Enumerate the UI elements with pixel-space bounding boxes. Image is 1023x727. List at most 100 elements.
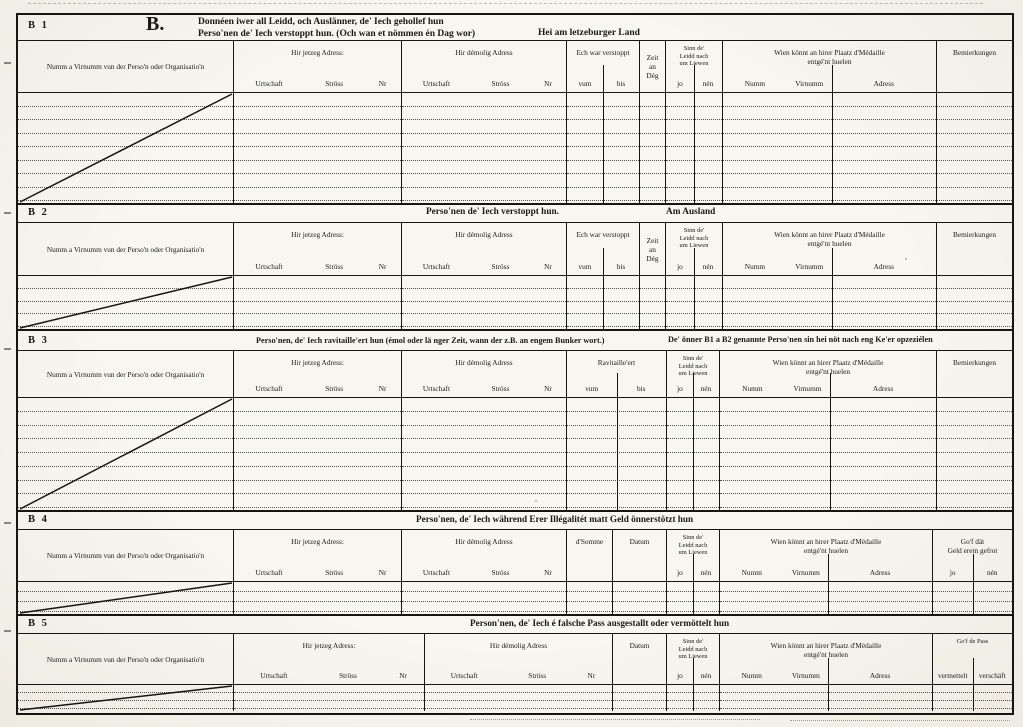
column-subheader: jo — [677, 262, 683, 271]
column-header-medal-recipient: Wien könnt an hirer Plaatz d'Médaille ent… — [723, 223, 937, 275]
table-row — [402, 93, 566, 107]
column-header-label: Hir démolig Adress — [455, 358, 512, 367]
table-row — [937, 147, 1012, 161]
table-row — [640, 289, 665, 302]
scan-speck — [905, 258, 907, 260]
column-header-row: Numm a Virnumm vun der Perso'n oder Orga… — [18, 634, 1012, 685]
body-column-current-address — [234, 398, 402, 510]
table-row — [720, 467, 936, 481]
table-row — [234, 592, 401, 602]
column-header-label: Hir démolig Adress — [490, 641, 547, 650]
body-column-current-address — [234, 582, 402, 614]
table-row — [18, 120, 233, 134]
table-row — [723, 107, 936, 120]
column-header-name: Numm a Virnumm vun der Perso'n oder Orga… — [18, 634, 234, 684]
column-header-label-line: d'Somme — [575, 537, 604, 546]
subcolumn-divider — [694, 276, 695, 329]
table-row — [720, 685, 932, 693]
body-column-pass-given — [933, 685, 1012, 711]
table-row — [234, 693, 424, 701]
table-row — [937, 161, 1012, 174]
column-subheader: Nr — [544, 262, 552, 271]
table-row — [720, 693, 932, 701]
subcolumn-divider — [616, 373, 618, 397]
body-column-name — [18, 398, 234, 510]
table-row — [18, 592, 233, 602]
column-header-label: Wien könnt an hirer Plaatz d'Médaille ent… — [771, 641, 882, 659]
table-row — [720, 701, 932, 709]
column-subheader: Ströss — [491, 384, 510, 393]
column-header-label: Hir démolig Adress — [455, 230, 512, 239]
column-header-label-line: Numm a Virnumm vun der Perso'n oder Orga… — [46, 62, 205, 71]
column-header-label-line: entgé'nt huelen — [805, 367, 851, 376]
section-title-line: Donnéen iwer all Leidd, och Auslänner, d… — [198, 17, 444, 27]
table-row — [402, 412, 566, 426]
scan-speck — [535, 500, 537, 502]
section-body — [18, 398, 1012, 510]
section-subtitle: Am Ausland — [666, 207, 716, 217]
column-header-remarks: Bemierkungen — [937, 41, 1012, 92]
table-row — [937, 398, 1012, 412]
column-header-label: Sinn de' Leidd nach um Liewen — [679, 638, 708, 661]
column-header-label: Sinn de' Leidd nach um Liewen — [680, 227, 709, 250]
diagonal-strike — [19, 398, 233, 510]
body-column-current-address — [234, 685, 425, 711]
section-label: B 5 — [28, 618, 49, 629]
body-column-supplied-period — [567, 398, 667, 510]
scan-artifact-tick — [4, 62, 11, 64]
column-header-label: Ech war verstoppt — [576, 48, 629, 57]
column-subheader: Adress — [869, 568, 891, 577]
table-row — [234, 174, 401, 188]
table-row — [402, 120, 566, 134]
table-row — [18, 602, 233, 612]
body-column-current-address — [234, 93, 402, 203]
table-row — [720, 426, 936, 440]
form-section-b1: B 1 B. Donnéen iwer all Leidd, och Auslänn… — [18, 15, 1012, 203]
table-row — [18, 93, 233, 107]
column-header-label-line: entgé'nt huelen — [807, 57, 852, 66]
column-header-label: Wien könnt an hirer Plaatz d'Médaille ent… — [774, 230, 885, 248]
column-header-name: Numm a Virnumm vun der Perso'n oder Orga… — [18, 223, 234, 275]
table-row — [640, 161, 665, 174]
column-header-label-line: Zeit — [646, 53, 659, 62]
table-row — [234, 426, 401, 440]
form-section-b5: B 5 Person'nen, de' Iech é falsche Pass a… — [18, 614, 1012, 711]
table-row — [234, 453, 401, 467]
column-header-label-line: Wien könnt an hirer Plaatz d'Médaille — [770, 537, 882, 546]
subcolumn-divider — [693, 658, 694, 684]
column-subheader: Virnumm — [795, 262, 824, 271]
column-header-label: Numm a Virnumm vun der Perso'n oder Orga… — [47, 370, 204, 379]
column-header-alive: Sinn de' Leidd nach um Liewen jo nén — [666, 41, 723, 92]
column-subheader-row: jo nén — [667, 671, 719, 680]
table-row — [640, 276, 665, 289]
body-column-remarks — [937, 276, 1012, 329]
table-row — [18, 453, 233, 467]
column-header-label: Numm a Virnumm vun der Perso'n oder Orga… — [47, 245, 204, 254]
column-header-label-line: Sinn de' — [683, 45, 705, 52]
table-row — [640, 120, 665, 134]
table-row — [18, 685, 233, 693]
table-row — [402, 439, 566, 453]
scan-artifact-line — [470, 719, 760, 720]
column-subheader: nén — [986, 568, 998, 577]
column-subheader: nén — [700, 384, 712, 393]
section-title: Person'nen, de' Iech é falsche Pass ausg… — [470, 618, 729, 630]
body-column-money-returned — [933, 582, 1012, 614]
column-header-label: Bemierkungen — [953, 230, 996, 239]
table-row — [18, 701, 233, 709]
table-row — [640, 107, 665, 120]
table-row — [234, 120, 401, 134]
column-subheader-row: Numm Virnumm Adress — [720, 568, 932, 577]
section-title: Perso'nen, de' Iech ravitaille'ert hun (… — [256, 335, 604, 347]
body-column-days-count — [640, 276, 666, 329]
table-row — [402, 314, 566, 327]
table-row — [723, 120, 936, 134]
column-subheader: Numm — [744, 79, 766, 88]
column-header-label: d'Somme — [576, 537, 603, 546]
body-column-current-address — [234, 276, 402, 329]
column-subheader: vum — [578, 79, 592, 88]
column-subheader-row: jo nén — [666, 262, 722, 271]
table-row — [567, 592, 612, 602]
section-title-line: Perso'nen de' Iech verstoppt hun. (Och w… — [198, 28, 476, 39]
